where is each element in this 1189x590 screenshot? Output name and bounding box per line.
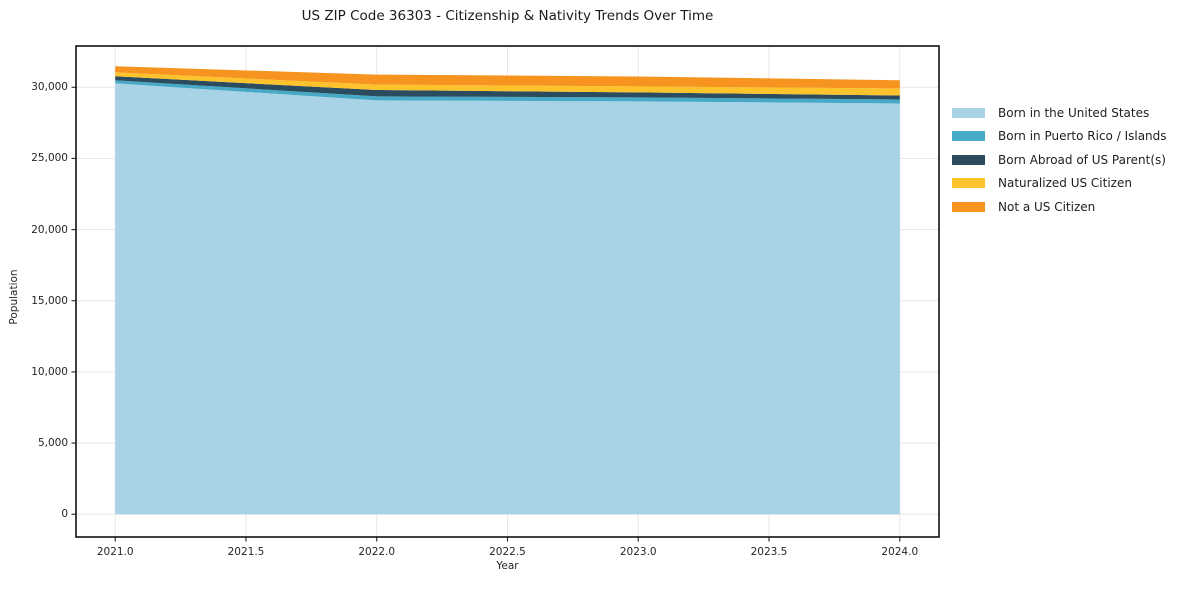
area-series-0: [115, 83, 900, 515]
legend-label-not-citizen: Not a US Citizen: [998, 199, 1096, 214]
legend-item: Born in Puerto Rico / Islands: [952, 125, 1167, 149]
area-series-3: [115, 72, 900, 96]
legend-label-born-abroad: Born Abroad of US Parent(s): [998, 152, 1166, 167]
legend-label-naturalized: Naturalized US Citizen: [998, 176, 1132, 191]
x-tick-label: 2022.5: [489, 546, 526, 558]
legend-swatch-puerto-rico: [952, 131, 985, 142]
y-tick-label: 0: [61, 508, 68, 521]
y-tick-label: 30,000: [31, 81, 68, 94]
legend-item: Born in the United States: [952, 101, 1167, 125]
legend-item: Not a US Citizen: [952, 195, 1167, 219]
chart-title: US ZIP Code 36303 - Citizenship & Nativi…: [301, 8, 714, 24]
x-tick-label: 2023.5: [750, 546, 788, 558]
plot-frame: [75, 45, 940, 538]
x-axis-label: Year: [496, 560, 519, 572]
legend-swatch-born-in-us: [952, 107, 985, 118]
legend-label-puerto-rico: Born in Puerto Rico / Islands: [998, 129, 1167, 144]
x-tick-label: 2024.0: [881, 546, 919, 558]
area-series-2: [115, 76, 900, 100]
y-tick-label: 20,000: [31, 223, 68, 236]
legend-item: Naturalized US Citizen: [952, 172, 1167, 196]
area-series-4: [115, 66, 900, 89]
legend-swatch-naturalized: [952, 178, 985, 189]
x-tick-label: 2022.0: [358, 546, 396, 558]
legend: Born in the United States Born in Puerto…: [952, 101, 1167, 219]
y-tick-label: 5,000: [37, 437, 68, 450]
x-tick-label: 2021.5: [227, 546, 265, 558]
y-tick-label: 10,000: [31, 365, 68, 378]
legend-swatch-not-citizen: [952, 201, 985, 212]
y-tick-label: 15,000: [31, 294, 68, 307]
x-tick-label: 2021.0: [96, 546, 134, 558]
area-series-1: [115, 80, 900, 104]
legend-swatch-born-abroad: [952, 154, 985, 165]
legend-item: Born Abroad of US Parent(s): [952, 148, 1167, 172]
y-tick-label: 25,000: [31, 152, 68, 165]
x-tick-label: 2023.0: [619, 546, 657, 558]
legend-label-born-in-us: Born in the United States: [998, 105, 1150, 120]
